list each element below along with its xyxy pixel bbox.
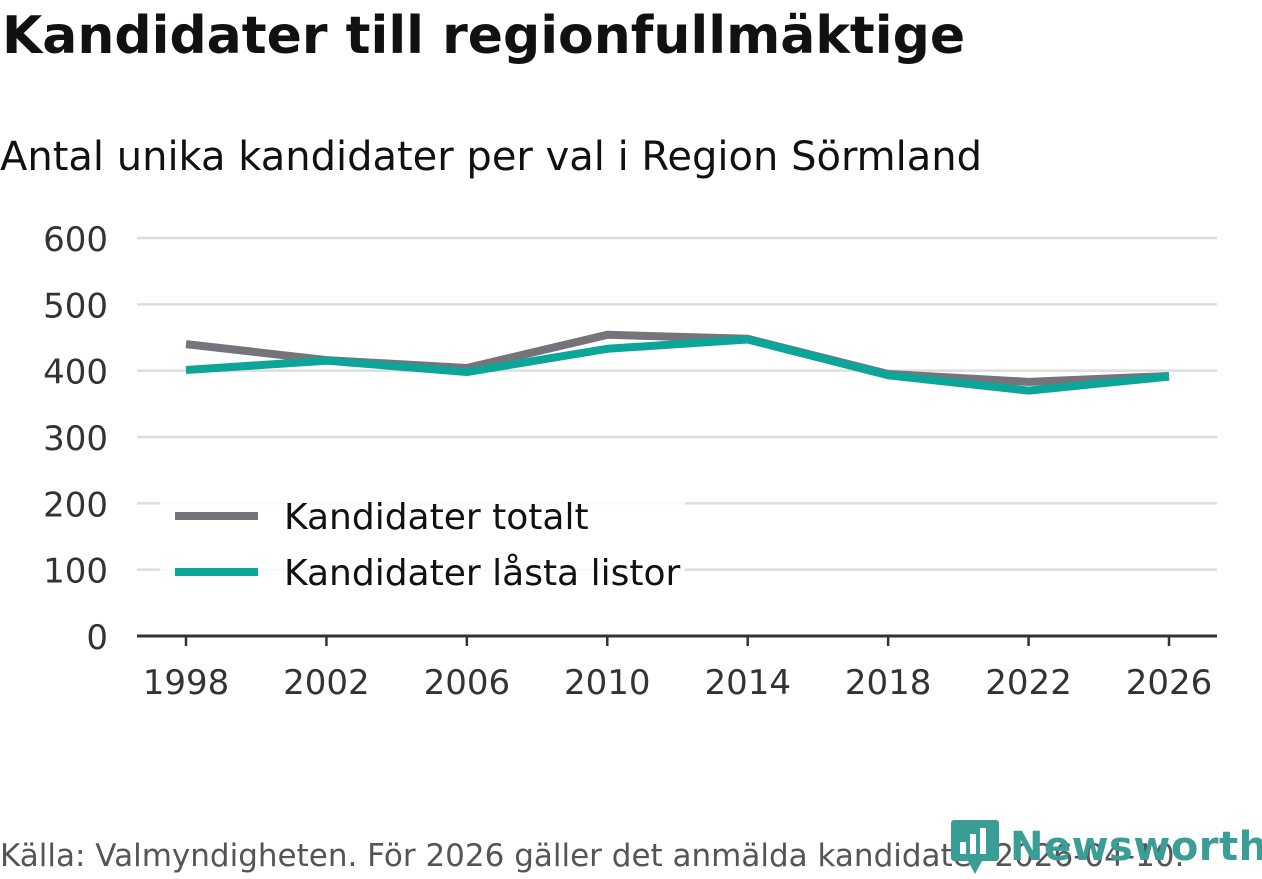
- newsworthy-icon: [951, 820, 999, 874]
- x-tick-label: 2022: [985, 663, 1072, 703]
- legend-label: Kandidater totalt: [284, 497, 589, 538]
- series-line-locked: [185, 335, 1170, 395]
- newsworthy-logo: Newsworthy: [950, 818, 1262, 876]
- chart-title: Kandidater till regionfullmäktige: [2, 6, 966, 66]
- x-tick-label: 2010: [564, 663, 651, 703]
- chart-subtitle: Antal unika kandidater per val i Region …: [0, 134, 983, 180]
- x-tick-label: 2002: [283, 663, 370, 703]
- y-tick-label: 100: [43, 552, 108, 592]
- x-tick-label: 2026: [1126, 663, 1213, 703]
- brand-name: Newsworthy: [1010, 824, 1262, 870]
- series-lines: [185, 330, 1170, 395]
- y-tick-label: 600: [43, 220, 108, 260]
- x-tick-label: 2006: [424, 663, 511, 703]
- x-tick-label: 1998: [143, 663, 230, 703]
- x-tick-label: 2014: [704, 663, 791, 703]
- y-tick-label: 200: [43, 485, 108, 525]
- y-tick-label: 500: [43, 286, 108, 326]
- y-tick-label: 0: [86, 618, 108, 658]
- y-tick-label: 300: [43, 419, 108, 459]
- legend: Kandidater totalt Kandidater låsta listor: [160, 497, 685, 608]
- x-axis: 1998 2002 2006 2010 2014 2018 2022 2026: [137, 634, 1217, 703]
- y-tick-label: 400: [43, 353, 108, 393]
- x-tick-label: 2018: [845, 663, 932, 703]
- legend-label: Kandidater låsta listor: [284, 553, 680, 594]
- y-axis-ticks: 0 100 200 300 400 500 600: [43, 220, 108, 658]
